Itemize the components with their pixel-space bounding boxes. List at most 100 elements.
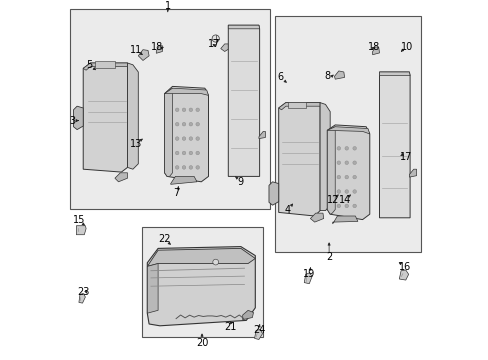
Circle shape [189, 122, 192, 126]
Polygon shape [115, 173, 127, 182]
Circle shape [196, 166, 199, 169]
Text: 4: 4 [284, 204, 290, 215]
Text: 9: 9 [237, 177, 244, 187]
Circle shape [175, 166, 179, 169]
Polygon shape [379, 72, 409, 218]
Polygon shape [278, 103, 320, 110]
Polygon shape [258, 131, 265, 139]
Circle shape [189, 137, 192, 140]
Circle shape [182, 122, 185, 126]
Circle shape [336, 147, 340, 150]
Circle shape [212, 259, 218, 265]
Bar [142, 227, 262, 337]
Text: 13: 13 [130, 139, 142, 149]
Circle shape [212, 35, 219, 42]
Circle shape [182, 137, 185, 140]
Text: 8: 8 [324, 71, 330, 81]
Circle shape [336, 161, 340, 165]
Text: 17: 17 [400, 152, 412, 162]
Polygon shape [288, 102, 306, 108]
Text: 22: 22 [158, 234, 170, 244]
Text: 20: 20 [195, 338, 208, 348]
Text: 19: 19 [303, 269, 315, 279]
Circle shape [175, 151, 179, 155]
Text: 7: 7 [173, 188, 179, 198]
Polygon shape [332, 216, 357, 224]
Text: 18: 18 [151, 42, 163, 52]
Text: 5: 5 [86, 60, 92, 70]
Polygon shape [127, 63, 138, 169]
Polygon shape [242, 310, 253, 320]
Polygon shape [228, 25, 259, 29]
Circle shape [175, 122, 179, 126]
Circle shape [344, 147, 348, 150]
Polygon shape [228, 25, 259, 176]
Circle shape [175, 108, 179, 112]
Text: 15: 15 [73, 215, 85, 225]
Polygon shape [164, 88, 208, 95]
Text: 2: 2 [325, 252, 331, 262]
Circle shape [352, 161, 356, 165]
Text: 23: 23 [77, 287, 89, 297]
Polygon shape [399, 270, 408, 280]
Polygon shape [326, 127, 369, 134]
Polygon shape [164, 86, 208, 182]
Polygon shape [164, 88, 172, 176]
Polygon shape [254, 329, 262, 339]
Polygon shape [268, 182, 278, 205]
Polygon shape [326, 127, 335, 214]
Polygon shape [334, 71, 344, 79]
Polygon shape [73, 106, 83, 130]
Polygon shape [79, 293, 85, 303]
Circle shape [196, 108, 199, 112]
Circle shape [189, 108, 192, 112]
Polygon shape [95, 61, 115, 68]
Text: 24: 24 [253, 325, 265, 336]
Polygon shape [83, 63, 127, 70]
Circle shape [182, 108, 185, 112]
Text: 3: 3 [69, 116, 75, 126]
Circle shape [196, 122, 199, 126]
Circle shape [189, 166, 192, 169]
Polygon shape [278, 103, 320, 216]
Circle shape [336, 204, 340, 208]
Circle shape [352, 204, 356, 208]
Circle shape [189, 151, 192, 155]
Circle shape [182, 151, 185, 155]
Polygon shape [304, 273, 311, 284]
Circle shape [175, 137, 179, 140]
Polygon shape [379, 72, 409, 76]
Text: 17: 17 [207, 39, 220, 49]
Text: 10: 10 [400, 42, 412, 52]
Text: 11: 11 [130, 45, 142, 55]
Polygon shape [83, 63, 127, 172]
Polygon shape [147, 248, 255, 266]
Polygon shape [220, 44, 229, 51]
Text: 21: 21 [224, 322, 236, 332]
Polygon shape [156, 46, 162, 53]
Text: 16: 16 [398, 262, 410, 272]
Polygon shape [76, 226, 86, 235]
Text: 12: 12 [326, 195, 338, 205]
Circle shape [344, 175, 348, 179]
Circle shape [344, 190, 348, 193]
Circle shape [336, 190, 340, 193]
Circle shape [352, 190, 356, 193]
Text: 14: 14 [339, 195, 351, 205]
Polygon shape [310, 213, 323, 222]
Circle shape [196, 137, 199, 140]
Text: 6: 6 [277, 72, 283, 82]
Polygon shape [408, 169, 416, 177]
Polygon shape [147, 264, 158, 313]
Polygon shape [371, 47, 379, 55]
Bar [70, 9, 269, 209]
Text: 18: 18 [367, 42, 380, 52]
Circle shape [344, 161, 348, 165]
Text: 1: 1 [164, 1, 170, 12]
Circle shape [352, 175, 356, 179]
Circle shape [196, 151, 199, 155]
Polygon shape [138, 50, 149, 60]
Circle shape [336, 175, 340, 179]
Bar [275, 16, 420, 252]
Polygon shape [326, 125, 369, 220]
